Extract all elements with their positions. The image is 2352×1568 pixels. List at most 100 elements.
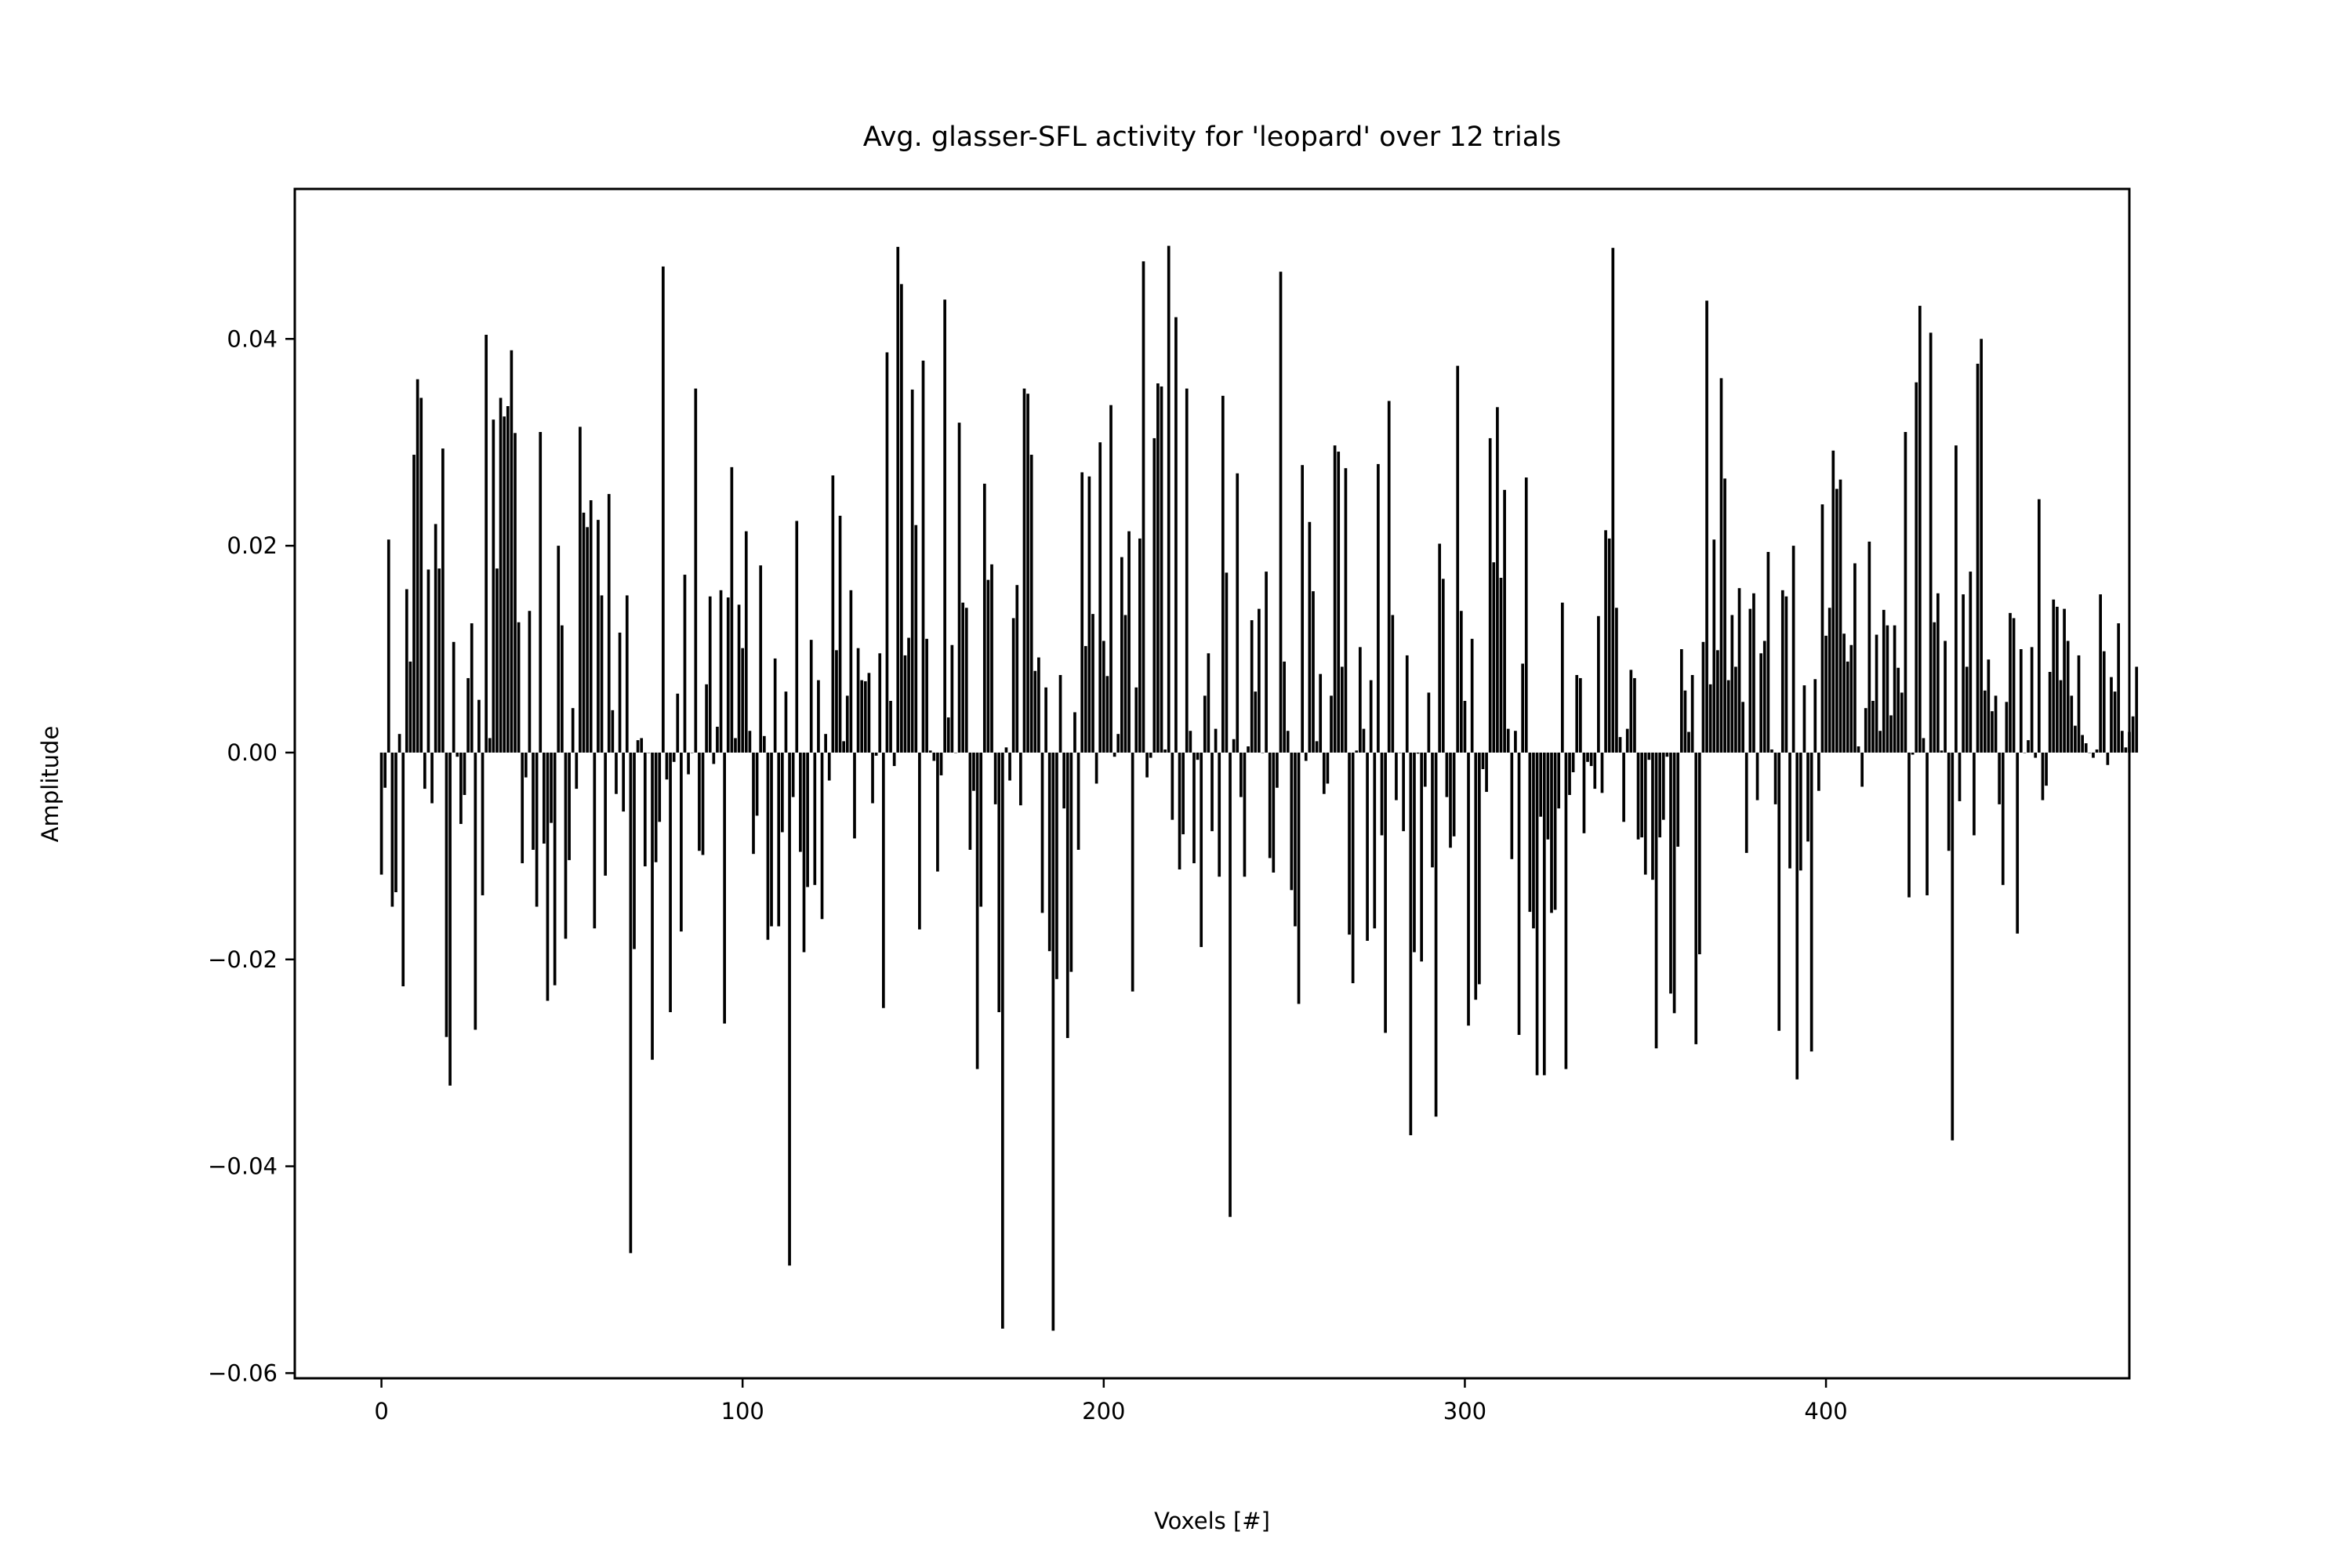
- bar: [881, 752, 885, 1008]
- bar: [1485, 752, 1488, 793]
- bar: [499, 397, 503, 753]
- bar: [470, 623, 474, 753]
- bar: [586, 527, 589, 753]
- bar: [672, 752, 676, 762]
- bar: [1842, 633, 1846, 753]
- bar: [1232, 739, 1236, 753]
- bar: [853, 752, 856, 839]
- bar: [1798, 752, 1802, 871]
- bar: [2135, 666, 2139, 753]
- bar: [2070, 695, 2074, 753]
- bar: [1405, 655, 1409, 753]
- bar: [1384, 752, 1387, 1033]
- bar: [1123, 615, 1127, 753]
- bar: [802, 752, 806, 953]
- bar: [1019, 752, 1022, 806]
- bar: [979, 752, 983, 907]
- bar: [1076, 752, 1080, 850]
- bar: [1409, 752, 1413, 1136]
- bar: [1340, 666, 1344, 753]
- bar: [1369, 680, 1373, 753]
- bar: [1611, 248, 1615, 753]
- bar: [2005, 702, 2009, 753]
- bar: [1351, 752, 1355, 984]
- bar: [1080, 472, 1084, 753]
- bar: [1860, 752, 1864, 787]
- bar: [561, 625, 564, 753]
- bar: [1517, 752, 1521, 1036]
- bar: [1719, 378, 1723, 753]
- bar: [1651, 752, 1654, 880]
- bar: [1474, 752, 1478, 1000]
- bar: [459, 752, 463, 824]
- bar: [726, 597, 730, 753]
- bar: [514, 433, 517, 753]
- bar: [1467, 752, 1470, 1026]
- bar: [1813, 679, 1817, 753]
- bar: [712, 752, 716, 764]
- bar: [1744, 752, 1748, 853]
- bar: [416, 379, 419, 753]
- bar: [1846, 661, 1849, 753]
- bar: [788, 752, 791, 1266]
- bar: [593, 752, 597, 929]
- bar: [1344, 468, 1348, 753]
- bar: [1499, 577, 1503, 753]
- y-tick-label: −0.02: [208, 946, 278, 973]
- bar: [1640, 752, 1643, 838]
- bar: [856, 648, 860, 753]
- bar: [900, 284, 903, 753]
- bar: [946, 717, 950, 753]
- bar: [1539, 752, 1543, 817]
- bar: [1737, 588, 1741, 753]
- bar: [1109, 405, 1112, 753]
- bar: [2030, 647, 2034, 753]
- bar: [1878, 731, 1882, 753]
- bar: [633, 752, 636, 949]
- bar: [528, 611, 532, 753]
- bar: [1780, 590, 1784, 753]
- bar: [394, 752, 397, 893]
- bar: [2117, 623, 2121, 753]
- bar: [1579, 677, 1582, 753]
- bar: [1004, 747, 1008, 753]
- bar: [835, 650, 838, 753]
- x-tick-label: 400: [1804, 1398, 1847, 1425]
- bar: [1831, 450, 1835, 753]
- bar: [791, 752, 795, 797]
- bar: [1283, 661, 1286, 753]
- bar: [1131, 752, 1134, 992]
- bar: [669, 752, 672, 1013]
- bar: [1824, 635, 1828, 753]
- bar: [975, 752, 979, 1069]
- bar: [1171, 752, 1174, 820]
- bar: [607, 494, 611, 753]
- bar: [2056, 606, 2059, 753]
- bar: [918, 752, 921, 930]
- bar: [1258, 608, 1261, 753]
- bar: [766, 752, 770, 940]
- bar: [2034, 752, 2038, 758]
- bar: [665, 752, 669, 780]
- bar: [1178, 752, 1181, 869]
- bar: [1871, 700, 1875, 753]
- bar: [748, 731, 752, 753]
- bar: [813, 752, 817, 885]
- bar: [741, 648, 745, 753]
- bar: [1915, 382, 1918, 753]
- bar: [1694, 752, 1698, 1044]
- bar: [1225, 572, 1229, 753]
- bar: [1015, 585, 1019, 753]
- bar: [1701, 641, 1705, 753]
- bar: [993, 752, 997, 804]
- bar: [907, 637, 910, 753]
- bar: [579, 426, 582, 753]
- bar: [1413, 752, 1416, 953]
- bar: [1571, 752, 1575, 772]
- plot-frame: [293, 187, 2131, 1380]
- bar: [1752, 593, 1755, 753]
- bar: [845, 695, 849, 753]
- bar: [701, 752, 705, 855]
- bar: [1152, 437, 1156, 753]
